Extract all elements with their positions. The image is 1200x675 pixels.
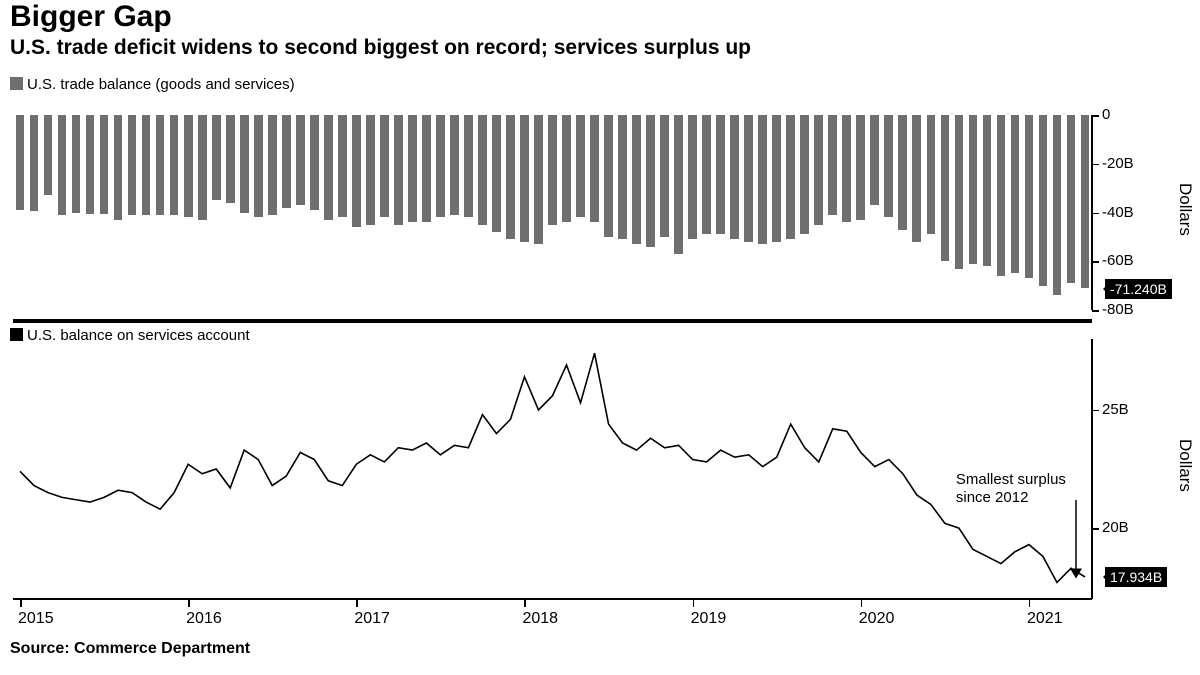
bar-legend-label: U.S. trade balance (goods and services) — [27, 76, 295, 93]
bar-y-tick-label: -60B — [1102, 252, 1134, 269]
bar-last-value-flag: -71.240B — [1105, 279, 1172, 299]
line-y-axis-title: Dollars — [1175, 439, 1195, 492]
panel-divider — [13, 319, 1092, 323]
annotation-line2: since 2012 — [956, 489, 1029, 506]
bar-y-tick-label: 0 — [1102, 106, 1110, 123]
x-axis-year: 2018 — [522, 610, 558, 628]
source-text: Source: Commerce Department — [10, 640, 250, 658]
bar-legend: U.S. trade balance (goods and services) — [10, 76, 295, 93]
line-y-ticks: 25B 20B — [13, 339, 1182, 599]
annotation-line1: Smallest surplus — [956, 471, 1066, 488]
line-y-tick-label: 25B — [1102, 401, 1129, 418]
line-y-tick-label: 20B — [1102, 519, 1129, 536]
chart-subtitle: U.S. trade deficit widens to second bigg… — [10, 36, 751, 60]
bar-legend-swatch — [10, 77, 23, 90]
x-axis-year: 2020 — [859, 610, 895, 628]
x-axis-year: 2017 — [354, 610, 390, 628]
chart-title: Bigger Gap — [10, 0, 172, 34]
x-axis-year: 2019 — [691, 610, 727, 628]
x-axis-year: 2021 — [1027, 610, 1063, 628]
line-last-value-flag: 17.934B — [1105, 567, 1167, 587]
x-axis: 2015 2016 2017 2018 2019 2020 2021 — [13, 599, 1092, 639]
bar-y-axis-title: Dollars — [1175, 183, 1195, 236]
bar-y-ticks: 0-20B-40B-60B-80B — [13, 115, 1182, 310]
annotation-arrow-icon — [1066, 500, 1096, 583]
line-annotation: Smallest surplus since 2012 — [956, 471, 1066, 506]
bar-y-tick-label: -40B — [1102, 204, 1134, 221]
bar-y-tick-label: -20B — [1102, 155, 1134, 172]
x-axis-year: 2016 — [186, 610, 222, 628]
bar-y-tick-label: -80B — [1102, 301, 1134, 318]
x-axis-year: 2015 — [18, 610, 54, 628]
